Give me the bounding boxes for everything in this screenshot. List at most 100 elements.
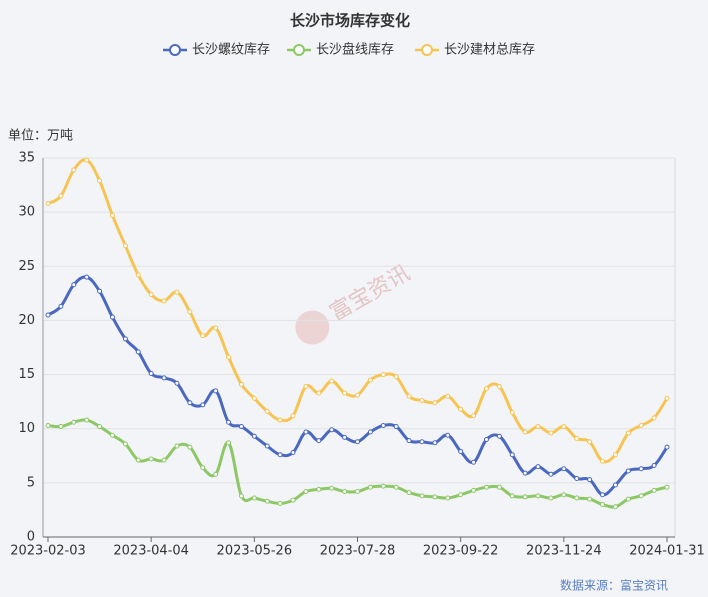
point — [625, 496, 631, 502]
point — [200, 402, 206, 408]
point — [380, 483, 386, 489]
point — [651, 487, 657, 493]
point — [329, 485, 335, 491]
point — [122, 336, 128, 342]
y-tick-label: 10 — [18, 421, 35, 436]
point — [264, 498, 270, 504]
point — [316, 486, 322, 492]
point — [458, 492, 464, 498]
point — [213, 471, 219, 477]
point — [432, 400, 438, 406]
x-tick-label: 2024-01-31 — [629, 544, 705, 559]
point — [187, 444, 193, 450]
point — [45, 312, 51, 318]
legend-label: 长沙建材总库存 — [444, 42, 535, 58]
point — [148, 291, 154, 297]
point — [342, 390, 348, 396]
point — [84, 157, 90, 163]
point — [97, 424, 103, 430]
point — [496, 484, 502, 490]
point — [290, 450, 296, 456]
point — [342, 489, 348, 495]
point — [355, 392, 360, 398]
point — [522, 494, 528, 500]
point — [367, 429, 373, 435]
point — [277, 452, 283, 458]
point — [200, 465, 206, 471]
point — [97, 288, 103, 294]
unit-label: 单位：万吨 — [8, 129, 73, 144]
point — [651, 415, 657, 421]
point — [84, 417, 90, 423]
point — [535, 464, 541, 470]
point — [393, 484, 399, 490]
point — [445, 393, 451, 399]
point — [226, 440, 232, 446]
point — [548, 495, 554, 501]
point — [548, 430, 554, 436]
point — [226, 354, 232, 360]
point — [522, 429, 528, 435]
point — [303, 489, 309, 495]
point — [419, 398, 425, 404]
point — [71, 167, 77, 173]
point — [122, 441, 128, 447]
point — [509, 452, 515, 458]
point — [651, 463, 657, 469]
point — [303, 383, 309, 389]
point — [226, 419, 232, 425]
point — [393, 374, 399, 380]
point — [496, 433, 502, 439]
point — [109, 212, 115, 218]
point — [135, 272, 141, 278]
point — [625, 468, 631, 474]
point — [355, 489, 360, 495]
point — [561, 424, 567, 430]
point — [213, 325, 219, 331]
point — [471, 487, 477, 493]
point — [58, 193, 64, 199]
point — [664, 484, 670, 490]
point — [483, 437, 489, 443]
point — [329, 427, 335, 433]
point — [264, 408, 270, 414]
legend-marker — [293, 44, 305, 56]
point — [612, 504, 618, 510]
point — [574, 476, 580, 482]
chart-title: 长沙市场库存变化 — [290, 12, 410, 30]
point — [355, 439, 360, 445]
y-tick-label: 30 — [18, 205, 35, 220]
point — [251, 433, 257, 439]
point — [432, 440, 438, 446]
point — [561, 466, 567, 472]
point — [625, 430, 631, 436]
point — [638, 422, 644, 428]
y-tick-label: 5 — [27, 475, 35, 490]
point — [432, 494, 438, 500]
point — [148, 370, 154, 376]
point — [161, 298, 167, 304]
point — [238, 493, 244, 499]
point — [316, 438, 322, 444]
point — [342, 434, 348, 440]
point — [509, 493, 515, 499]
point — [187, 309, 193, 315]
point — [406, 393, 412, 399]
point — [71, 419, 77, 425]
point — [393, 424, 399, 430]
point — [45, 422, 51, 428]
point — [71, 282, 77, 288]
point — [290, 497, 296, 503]
watermark-logo — [295, 310, 330, 345]
point — [174, 289, 180, 295]
x-tick-label: 2023-04-04 — [113, 544, 189, 559]
point — [638, 466, 644, 472]
point — [290, 413, 296, 419]
point — [419, 493, 425, 499]
point — [471, 413, 477, 419]
point — [238, 381, 244, 387]
point — [612, 452, 618, 458]
x-tick-label: 2023-07-28 — [320, 544, 396, 559]
point — [458, 406, 464, 412]
